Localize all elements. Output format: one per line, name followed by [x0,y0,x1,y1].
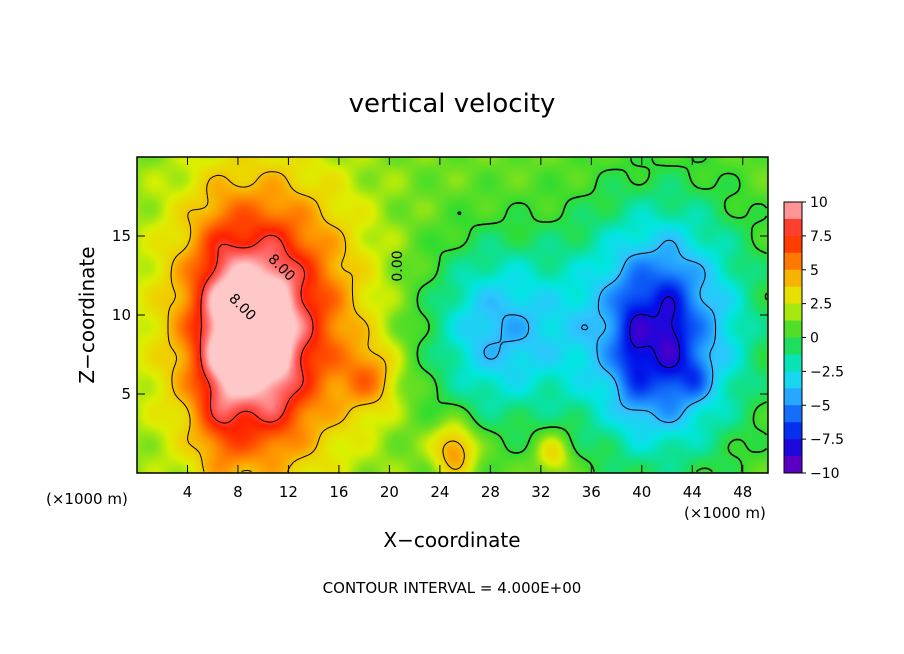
x-tick-label: 48 [733,483,752,501]
x-tick-label: 20 [380,483,399,501]
contour-line [483,239,717,423]
x-tick-label: 4 [183,483,193,501]
y-axis-label: Z−coordinate [75,246,99,383]
colorbar-tick-label: 2.5 [810,297,832,313]
colorbar-tick-label: 5 [810,263,819,279]
colorbar: 10 7.5 5 2.5 0 −2.5 −5 −7.5 −10 [783,195,844,482]
x-unit-right: (×1000 m) [684,504,766,522]
contour-interval-note: CONTOUR INTERVAL = 4.000E+00 [323,579,582,597]
colorbar-cell [784,269,802,288]
contour-line [167,171,465,473]
colorbar-cell [784,456,802,474]
contour-line [416,157,768,473]
colorbar-cell [784,439,802,457]
colorbar-cell [784,371,802,389]
x-axis-label: X−coordinate [383,528,520,552]
x-tick-label: 28 [481,483,500,501]
contour-label: 0.00 [390,250,406,281]
x-tick-label: 16 [329,483,348,501]
colorbar-cells [784,202,802,474]
x-tick-label: 24 [430,483,449,501]
colorbar-tick-label: 7.5 [810,229,832,245]
colorbar-cell [784,202,802,220]
colorbar-tick-label: −5 [810,398,831,414]
colorbar-tick-label: 10 [810,195,828,211]
colorbar-cell [784,218,802,237]
x-tick-label: 8 [233,483,243,501]
colorbar-cell [784,388,802,406]
colorbar-tick-label: −2.5 [810,364,844,380]
colorbar-cell [784,286,802,305]
x-tick-label: 32 [531,483,550,501]
colorbar-ticks: 10 7.5 5 2.5 0 −2.5 −5 −7.5 −10 [802,195,844,482]
colorbar-cell [784,422,802,440]
colorbar-cell [784,354,802,372]
y-tick-label: 5 [121,385,131,403]
colorbar-cell [784,320,802,338]
plot-area: 8.008.000.00 [136,156,769,474]
x-tick-label: 12 [279,483,298,501]
x-unit-left: (×1000 m) [46,490,128,508]
colorbar-cell [784,252,802,271]
y-axis: 5 10 15 [112,227,768,403]
x-tick-label: 40 [632,483,651,501]
colorbar-cell [784,337,802,355]
contour-lines [167,157,768,473]
colorbar-cell [784,303,802,322]
velocity-field [137,157,768,473]
x-tick-label: 36 [582,483,601,501]
x-tick-label: 44 [683,483,702,501]
y-tick-label: 15 [112,227,131,245]
colorbar-cell [784,235,802,254]
colorbar-tick-label: 0 [810,331,819,347]
colorbar-tick-label: −10 [810,466,840,482]
x-axis: 4 8 12 16 20 24 28 32 36 40 44 48 [183,157,752,501]
colorbar-cell [784,405,802,423]
contour-line [629,296,681,369]
chart-title: vertical velocity [349,89,556,119]
colorbar-tick-label: −7.5 [810,432,844,448]
y-tick-label: 10 [112,306,131,324]
contour-line [199,234,314,424]
